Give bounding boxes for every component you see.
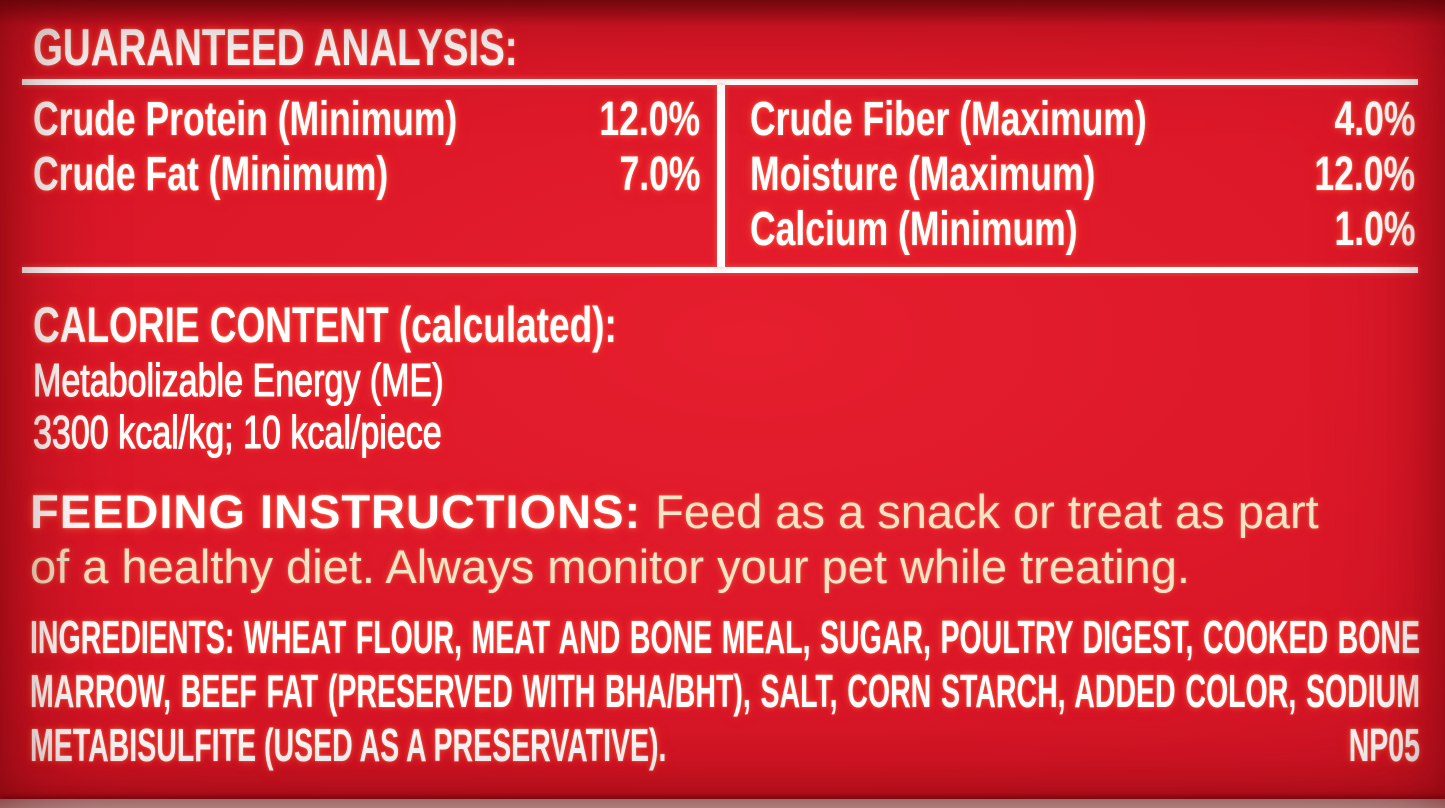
- analysis-row-label: Crude Protein (Minimum): [33, 93, 458, 146]
- analysis-top-rule: [22, 79, 1418, 85]
- analysis-right-column: Crude Fiber (Maximum) 4.0% Moisture (Max…: [750, 92, 1415, 257]
- analysis-bottom-rule: [22, 267, 1418, 273]
- analysis-left-column: Crude Protein (Minimum) 12.0% Crude Fat …: [33, 92, 700, 202]
- feeding-instructions-text: of a healthy diet. Always monitor your p…: [30, 540, 1190, 593]
- ingredients-line3: METABISULFITE (USED AS A PRESERVATIVE). …: [30, 718, 1420, 772]
- ingredients-line2: MARROW, BEEF FAT (PRESERVED WITH BHA/BHT…: [30, 665, 1421, 717]
- kcal-line: 3300 kcal/kg; 10 kcal/piece: [33, 405, 443, 458]
- analysis-row-value: 4.0%: [1334, 93, 1415, 146]
- analysis-row-crude-fat: Crude Fat (Minimum) 7.0%: [33, 147, 700, 202]
- analysis-row-value: 1.0%: [1334, 203, 1415, 256]
- feeding-instructions-text: Feed as a snack or treat as part: [655, 485, 1319, 538]
- calorie-content-section: CALORIE CONTENT (calculated): Metaboliza…: [33, 296, 822, 459]
- analysis-row-label: Crude Fat (Minimum): [33, 148, 389, 201]
- metabolizable-energy-line: Metabolizable Energy (ME): [33, 353, 444, 406]
- analysis-row-label: Crude Fiber (Maximum): [750, 93, 1147, 146]
- feeding-instructions-line2: of a healthy diet. Always monitor your p…: [30, 539, 1425, 594]
- analysis-row-crude-fiber: Crude Fiber (Maximum) 4.0%: [750, 92, 1415, 147]
- analysis-row-value: 12.0%: [599, 93, 700, 146]
- guaranteed-analysis-heading-text: GUARANTEED ANALYSIS:: [33, 19, 518, 77]
- analysis-row-crude-protein: Crude Protein (Minimum) 12.0%: [33, 92, 700, 147]
- analysis-row-label: Calcium (Minimum): [750, 203, 1078, 256]
- ingredients-line1: INGREDIENTS: WHEAT FLOUR, MEAT AND BONE …: [30, 611, 1421, 663]
- analysis-row-moisture: Moisture (Maximum) 12.0%: [750, 147, 1415, 202]
- analysis-row-value: 12.0%: [1314, 148, 1415, 201]
- analysis-column-divider: [717, 85, 725, 267]
- ingredients-line3-text: METABISULFITE (USED AS A PRESERVATIVE).: [30, 719, 667, 771]
- feeding-instructions-line1: FEEDING INSTRUCTIONS: Feed as a snack or …: [30, 484, 1425, 539]
- package-bottom-edge-strip: [0, 799, 1445, 808]
- guaranteed-analysis-heading: GUARANTEED ANALYSIS:: [33, 18, 688, 78]
- calorie-content-heading: CALORIE CONTENT (calculated):: [33, 297, 617, 353]
- analysis-row-value: 7.0%: [619, 148, 700, 201]
- product-code: NP05: [1348, 719, 1421, 771]
- analysis-row-calcium: Calcium (Minimum) 1.0%: [750, 202, 1415, 257]
- analysis-row-label: Moisture (Maximum): [750, 148, 1096, 201]
- feeding-instructions-section: FEEDING INSTRUCTIONS: Feed as a snack or …: [30, 484, 1425, 594]
- feeding-instructions-heading: FEEDING INSTRUCTIONS:: [30, 485, 642, 538]
- ingredients-section: INGREDIENTS: WHEAT FLOUR, MEAT AND BONE …: [30, 610, 1420, 772]
